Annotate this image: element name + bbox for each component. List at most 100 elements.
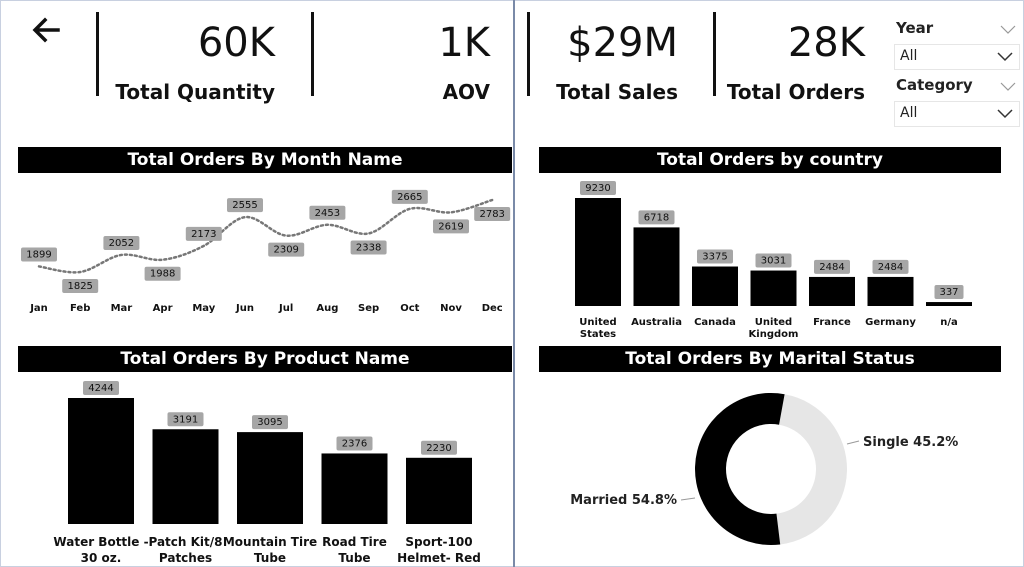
- chevron-down-icon[interactable]: [1000, 20, 1016, 39]
- product-chart-title: Total Orders By Product Name: [18, 346, 512, 372]
- data-label: 2484: [819, 262, 844, 273]
- x-tick-label: Canada: [694, 317, 736, 328]
- slice-label-single: Single 45.2%: [863, 435, 958, 450]
- data-label: 2309: [273, 245, 298, 256]
- data-label: 4244: [88, 383, 113, 394]
- data-label-box: [433, 219, 469, 234]
- kpi-separator: [713, 12, 716, 96]
- bar: [867, 276, 914, 306]
- x-tick-label: Road Tire: [322, 535, 387, 549]
- x-tick-label: Kingdom: [749, 329, 799, 340]
- x-tick-label: Jun: [235, 303, 254, 314]
- category-filter-title: Category: [896, 76, 973, 94]
- data-label: 9230: [585, 183, 610, 194]
- x-tick-label: States: [580, 329, 616, 340]
- category-filter-value: All: [900, 105, 918, 121]
- data-label-box: [638, 210, 675, 225]
- leader-line: [846, 440, 860, 445]
- x-tick-label: Feb: [70, 303, 90, 314]
- marital-donut-chart: Single 45.2% Married 54.8%: [570, 392, 958, 545]
- year-filter-value: All: [900, 48, 918, 64]
- vertical-divider: [513, 0, 515, 567]
- x-tick-label: France: [813, 317, 851, 328]
- bar: [692, 266, 738, 306]
- data-label: 1899: [26, 249, 51, 260]
- country-chart-title: Total Orders by country: [539, 147, 1001, 173]
- product-bar-chart: 4244 Water Bottle - 30 oz. 3191 Patch Kit/8 P…: [53, 381, 481, 565]
- data-label-box: [144, 266, 181, 281]
- x-tick-label: Aug: [316, 303, 338, 314]
- x-tick-label: Nov: [440, 303, 462, 314]
- x-tick-label: Tube: [254, 551, 286, 565]
- leader-line: [680, 497, 696, 501]
- data-label-box: [309, 205, 346, 220]
- x-tick-label: Sport-100: [405, 535, 472, 549]
- data-label: 2555: [232, 200, 257, 211]
- bar: [633, 227, 680, 306]
- data-label-box: [252, 415, 288, 430]
- data-label: 3191: [173, 414, 198, 425]
- chevron-down-icon[interactable]: [1000, 77, 1016, 96]
- x-tick-label: Patches: [159, 551, 212, 565]
- kpi-total-quantity-label: Total Quantity: [115, 80, 275, 104]
- data-label-box: [21, 247, 57, 262]
- data-label: 2484: [878, 262, 903, 273]
- x-tick-label: Sep: [358, 303, 379, 314]
- x-tick-label: Jul: [278, 303, 293, 314]
- data-label-box: [697, 249, 733, 264]
- data-label: 2619: [438, 221, 463, 232]
- data-label-box: [103, 235, 140, 250]
- data-label-box: [580, 181, 616, 195]
- kpi-total-quantity-value: 60K: [197, 20, 275, 66]
- month-line-chart: 1899 Jan 1825 Feb 2052 Mar 1988 Apr 2173 May 2555 J…: [21, 189, 511, 314]
- data-label: 2376: [342, 438, 367, 449]
- data-label-box: [62, 279, 99, 293]
- data-label-box: [336, 436, 373, 451]
- arrow-left-icon: [32, 17, 60, 43]
- x-tick-label: United: [579, 317, 616, 328]
- chevron-down-icon: [997, 52, 1013, 62]
- kpi-aov-label: AOV: [442, 80, 490, 104]
- marital-chart-title: Total Orders By Marital Status: [539, 346, 1001, 372]
- data-label: 1825: [67, 281, 92, 292]
- data-label-box: [350, 240, 387, 255]
- x-tick-label: Apr: [153, 303, 173, 314]
- data-label-box: [814, 259, 850, 274]
- series-line: [37, 198, 494, 274]
- data-label-box: [872, 259, 909, 274]
- slice-label-married: Married 54.8%: [570, 493, 677, 508]
- x-tick-label: 30 oz.: [81, 551, 122, 565]
- x-tick-label: Mountain Tire: [223, 535, 317, 549]
- data-label-box: [185, 226, 222, 241]
- back-button[interactable]: [28, 12, 64, 48]
- year-filter-title: Year: [896, 19, 934, 37]
- data-label: 6718: [644, 212, 669, 223]
- x-tick-label: Tube: [338, 551, 370, 565]
- bar: [237, 432, 303, 524]
- data-label: 2453: [315, 208, 340, 219]
- bar: [321, 453, 388, 524]
- year-filter-dropdown[interactable]: All: [894, 44, 1020, 70]
- bar: [406, 457, 472, 524]
- data-label: 3031: [761, 256, 786, 267]
- kpi-total-orders-value: 28K: [787, 20, 865, 66]
- chevron-down-icon: [997, 109, 1013, 119]
- bar: [68, 398, 134, 524]
- kpi-separator: [96, 12, 99, 96]
- data-label-box: [268, 242, 305, 257]
- x-tick-label: United: [755, 317, 792, 328]
- bar: [152, 429, 219, 524]
- x-tick-label: Water Bottle -: [53, 535, 148, 549]
- x-tick-label: Australia: [631, 317, 682, 328]
- data-label: 1988: [150, 269, 175, 280]
- data-label-box: [83, 381, 119, 395]
- x-tick-label: Jan: [29, 303, 48, 314]
- kpi-separator: [311, 12, 314, 96]
- data-label: 2173: [191, 229, 216, 240]
- data-label: 3375: [702, 252, 727, 263]
- data-label-box: [421, 440, 457, 455]
- category-filter-dropdown[interactable]: All: [894, 101, 1020, 127]
- data-label-box: [934, 285, 964, 300]
- x-tick-label: Patch Kit/8: [148, 535, 222, 549]
- kpi-total-sales-value: $29M: [567, 20, 678, 66]
